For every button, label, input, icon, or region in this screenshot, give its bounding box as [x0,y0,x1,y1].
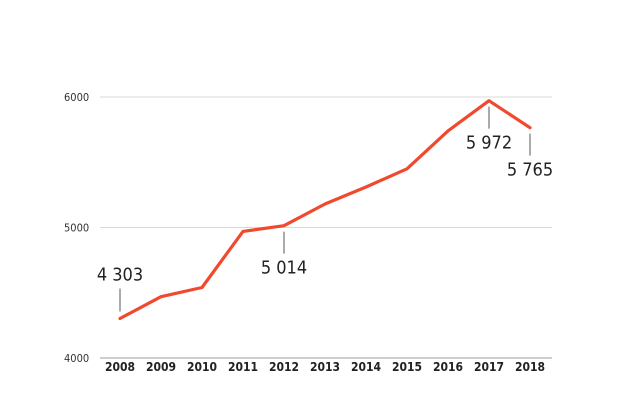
x-tick-label: 2012 [269,360,299,374]
x-tick-label: 2018 [515,360,545,374]
x-tick-label: 2008 [105,360,135,374]
y-tick-label: 4000 [64,352,89,365]
x-tick-label: 2014 [351,360,382,374]
data-label: 5 014 [261,258,307,279]
x-tick-label: 2013 [310,360,340,374]
x-tick-label: 2016 [433,360,463,374]
series-line [118,99,532,321]
y-tick-label: 6000 [64,91,89,104]
data-label: 5 972 [466,133,512,154]
x-tick-label: 2009 [146,360,176,374]
x-tick-label: 2015 [392,360,422,374]
y-tick-label: 5000 [64,222,89,235]
x-tick-label: 2010 [187,360,217,374]
x-tick-label: 2017 [474,360,504,374]
data-label: 5 765 [507,160,553,181]
data-label: 4 303 [97,264,143,285]
x-tick-label: 2011 [228,360,258,374]
